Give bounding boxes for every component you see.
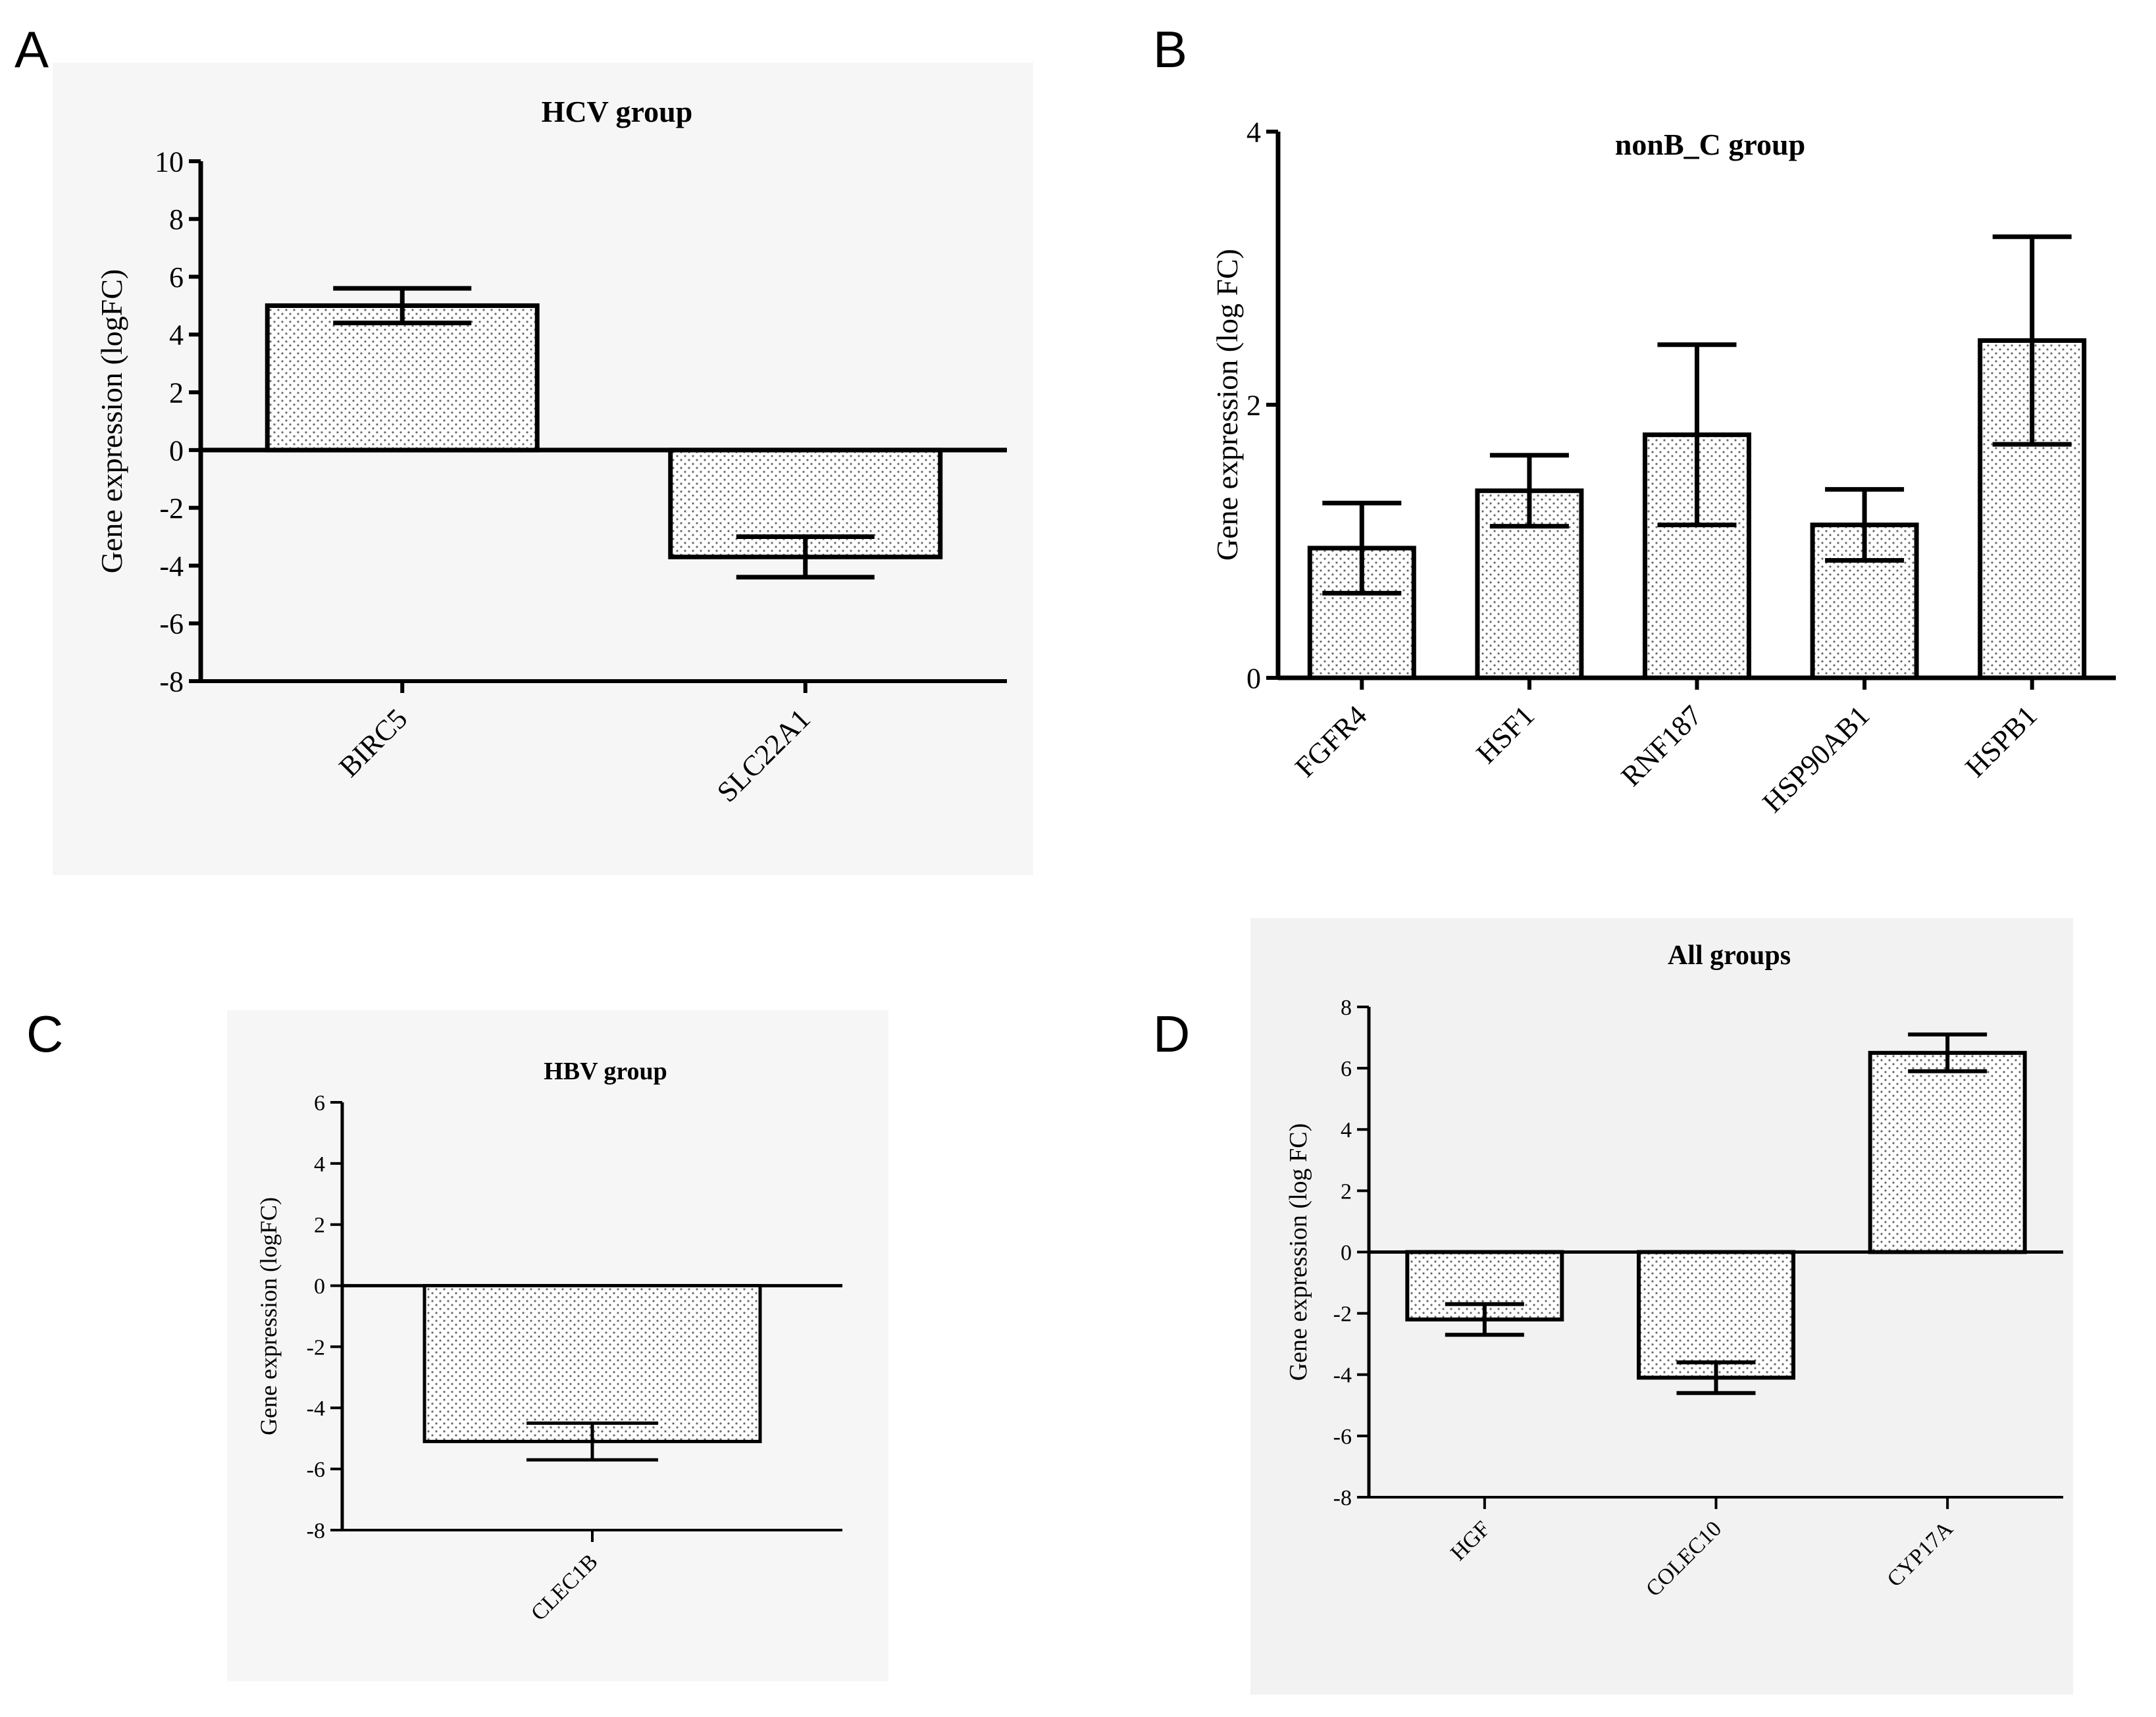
y-tick-label: 4	[314, 1152, 325, 1177]
panel-label-a: A	[14, 20, 49, 78]
bar-hsf1	[1475, 488, 1584, 680]
chart-panel-b: nonB_C group Gene expression (log FC) 4 2 0F…	[1210, 116, 2116, 819]
y-tick-label: 4	[169, 319, 184, 351]
y-axis-title: Gene expression (log FC)	[1285, 1123, 1312, 1381]
y-tick-label: 2	[169, 377, 184, 409]
y-tick-label: 2	[1341, 1179, 1352, 1204]
y-tick-label: 2	[314, 1214, 325, 1238]
y-tick-label: -6	[1333, 1425, 1352, 1449]
bar-clec1b	[423, 1284, 762, 1443]
chart-title: HBV group	[544, 1058, 667, 1085]
bar-birc5	[265, 303, 540, 453]
y-tick-label: -2	[307, 1335, 325, 1360]
y-axis-title: Gene expression (logFC)	[95, 269, 128, 573]
y-tick-label: 6	[314, 1091, 325, 1115]
category-label-rnf187: RNF187	[1615, 699, 1708, 792]
y-tick-label: 8	[169, 203, 184, 236]
y-tick-label: -6	[307, 1458, 325, 1482]
category-label-hspb1: HSPB1	[1959, 699, 2043, 783]
y-tick-label: 0	[1246, 662, 1261, 694]
chart-title: nonB_C group	[1615, 128, 1805, 161]
y-tick-label: 8	[1341, 996, 1352, 1020]
y-tick-label: -8	[1333, 1486, 1352, 1510]
y-tick-label: -2	[159, 492, 184, 525]
panel-label-b: B	[1153, 20, 1187, 78]
chart-title: HCV group	[542, 95, 693, 128]
panel-label-d: D	[1153, 1005, 1190, 1063]
bar-colec10	[1637, 1250, 1795, 1380]
y-tick-label: 4	[1341, 1118, 1352, 1142]
y-tick-label: 2	[1246, 389, 1261, 421]
y-axis-title: Gene expression (logFC)	[255, 1197, 282, 1435]
panel-label-c: C	[26, 1005, 63, 1063]
category-label-fgfr4: FGFR4	[1289, 699, 1373, 783]
y-tick-label: 6	[169, 261, 184, 294]
y-tick-label: -2	[1333, 1302, 1352, 1327]
y-tick-label: -6	[159, 608, 184, 640]
chart-panel-c: HBV group Gene expression (logFC) 6 4 2 0 -2 -4…	[255, 1058, 842, 1626]
y-tick-label: 4	[1246, 116, 1261, 148]
y-tick-label: 6	[1341, 1057, 1352, 1081]
y-tick-label: 0	[169, 434, 184, 467]
y-tick-label: -4	[1333, 1364, 1352, 1388]
y-tick-label: -4	[307, 1397, 325, 1421]
y-axis-title: Gene expression (log FC)	[1210, 249, 1244, 561]
y-tick-label: 10	[155, 145, 184, 178]
y-tick-label: -4	[159, 550, 184, 582]
y-tick-label: -8	[307, 1519, 325, 1543]
category-label-hsf1: HSF1	[1470, 699, 1541, 769]
category-label-hsp90ab1: HSP90AB1	[1757, 699, 1876, 819]
y-tick-label: 0	[314, 1274, 325, 1298]
chart-title: All groups	[1668, 940, 1791, 971]
y-tick-label: 0	[1341, 1241, 1352, 1265]
y-tick-label: -8	[159, 665, 184, 698]
bar-cyp17a	[1868, 1050, 2027, 1254]
